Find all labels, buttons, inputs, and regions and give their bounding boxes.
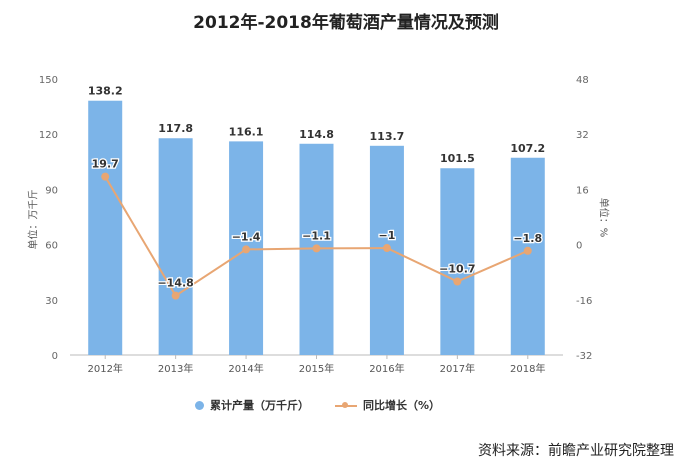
growth-value-label: −14.8 [157, 277, 193, 290]
bar-value-label: 117.8 [158, 122, 193, 135]
growth-point [101, 172, 110, 181]
y-left-tick-label: 90 [45, 185, 58, 196]
y-left-tick-label: 0 [52, 351, 58, 362]
x-tick-label: 2014年 [228, 362, 263, 375]
y-axis-left-label: 单位：万千斤 [28, 189, 40, 250]
legend: 累计产量（万千斤） 同比增长（%） [195, 397, 440, 413]
x-tick-label: 2016年 [369, 362, 404, 375]
growth-value-label: −10.7 [439, 263, 475, 276]
growth-point [171, 291, 180, 300]
bar-production [440, 168, 475, 355]
y-right-tick-label: 48 [576, 75, 589, 86]
x-tick-label: 2013年 [158, 362, 193, 375]
y-right-tick-label: 0 [576, 241, 582, 252]
y-right-tick-label: 16 [576, 185, 589, 196]
x-tick-label: 2012年 [87, 362, 122, 375]
chart-title: 2012年-2018年葡萄酒产量情况及预测 [193, 13, 499, 33]
legend-bar-swatch [195, 400, 204, 410]
legend-item-line[interactable]: 同比增长（%） [335, 397, 440, 413]
bar-production [88, 100, 123, 355]
y-left-tick-label: 60 [45, 241, 58, 252]
bar-production [158, 138, 193, 355]
y-left-tick-label: 30 [45, 296, 58, 307]
growth-point [312, 244, 321, 253]
bar-value-label: 138.2 [88, 85, 123, 98]
legend-line-swatch [335, 401, 357, 410]
growth-value-label: −1.4 [232, 230, 261, 243]
growth-value-label: 19.7 [92, 158, 119, 171]
x-tick-label: 2015年 [299, 362, 334, 375]
legend-line-label: 同比增长（%） [363, 399, 441, 412]
growth-point [523, 246, 532, 255]
legend-item-bar[interactable]: 累计产量（万千斤） [195, 397, 309, 413]
bar-value-label: 113.7 [370, 130, 405, 143]
bar-value-label: 116.1 [229, 125, 264, 138]
y-right-tick-label: -32 [576, 351, 592, 362]
bar-value-label: 101.5 [440, 152, 475, 165]
bar-value-label: 107.2 [510, 142, 545, 155]
y-axis-right-label: 单位：% [597, 197, 609, 238]
growth-point [382, 244, 391, 253]
y-right-tick-label: -16 [576, 296, 592, 307]
growth-value-label: −1.1 [302, 229, 331, 242]
growth-value-label: −1 [378, 229, 395, 242]
y-right-tick-label: 32 [576, 130, 589, 141]
x-tick-label: 2018年 [510, 362, 545, 375]
growth-point [453, 277, 462, 286]
x-tick-label: 2017年 [440, 362, 475, 375]
source-note: 资料来源：前瞻产业研究院整理 [478, 443, 674, 459]
bar-value-label: 114.8 [299, 128, 334, 141]
y-left-tick-label: 150 [39, 75, 58, 86]
growth-value-label: −1.8 [513, 232, 542, 245]
legend-bar-label: 累计产量（万千斤） [210, 399, 309, 412]
growth-point [242, 245, 251, 254]
y-left-tick-label: 120 [39, 130, 58, 141]
